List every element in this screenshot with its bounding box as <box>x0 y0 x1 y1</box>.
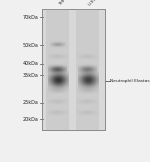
Text: 40kDa: 40kDa <box>22 62 38 66</box>
Text: Neutrophil Elastase (ELANE): Neutrophil Elastase (ELANE) <box>110 79 150 83</box>
Text: 35kDa: 35kDa <box>22 73 38 78</box>
FancyBboxPatch shape <box>76 9 99 130</box>
Text: THP-1: THP-1 <box>58 0 70 6</box>
Text: 25kDa: 25kDa <box>22 100 38 105</box>
Text: 70kDa: 70kDa <box>22 15 38 19</box>
Text: 20kDa: 20kDa <box>22 117 38 122</box>
FancyBboxPatch shape <box>42 9 105 130</box>
Text: U-937: U-937 <box>88 0 100 6</box>
Text: 50kDa: 50kDa <box>22 43 38 48</box>
FancyBboxPatch shape <box>46 9 69 130</box>
